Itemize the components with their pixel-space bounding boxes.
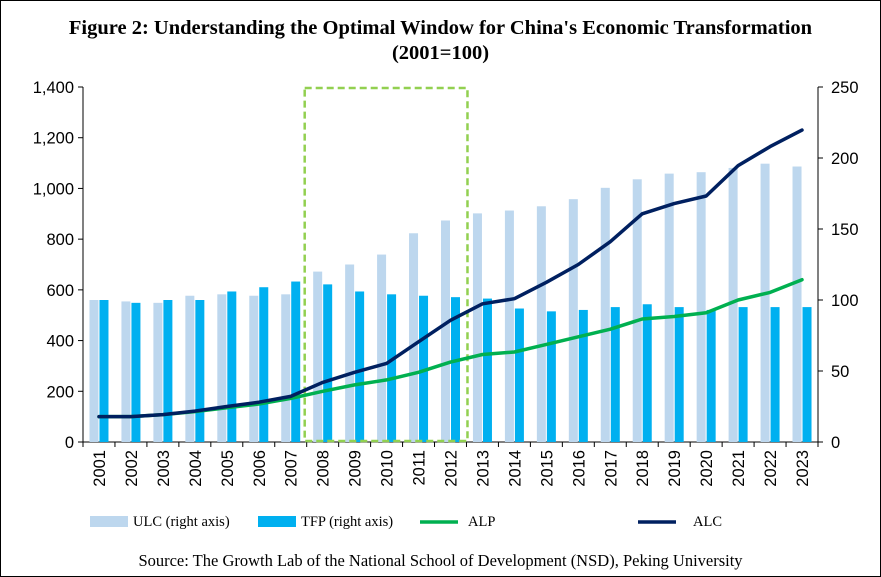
bar-tfp — [387, 294, 397, 442]
bar-ulc — [760, 163, 770, 442]
optimal-window-box — [303, 86, 469, 443]
x-tick-label: 2022 — [762, 450, 780, 487]
bar-ulc — [121, 301, 131, 442]
legend-label-alc: ALC — [693, 514, 722, 530]
chart-title: Figure 2: Understanding the Optimal Wind… — [0, 16, 881, 66]
legend-label-ulc: ULC (right axis) — [133, 514, 230, 530]
legend-swatch-tfp — [258, 516, 296, 527]
left-tick-label: 600 — [46, 282, 74, 300]
bar-ulc — [409, 233, 419, 442]
right-tick-label: 100 — [831, 292, 859, 310]
bar-tfp — [802, 307, 812, 442]
x-tick-label: 2002 — [123, 450, 141, 487]
bar-ulc — [536, 206, 546, 442]
right-tick-label: 50 — [831, 363, 849, 381]
bar-tfp — [259, 287, 269, 442]
x-tick-label: 2009 — [347, 450, 365, 487]
bar-tfp — [546, 311, 556, 442]
bar-tfp — [642, 304, 652, 442]
bar-tfp — [227, 291, 237, 442]
x-tick-label: 2001 — [91, 450, 109, 487]
x-tick-label: 2007 — [283, 450, 301, 487]
bar-ulc — [345, 264, 355, 442]
title-line-2: (2001=100) — [391, 42, 490, 64]
x-tick-label: 2004 — [187, 450, 205, 487]
bar-tfp — [291, 281, 301, 442]
bar-tfp — [738, 307, 748, 442]
left-tick-label: 0 — [65, 434, 74, 452]
bar-ulc — [377, 254, 387, 442]
left-tick-label: 1,400 — [33, 79, 74, 97]
bar-ulc — [792, 166, 802, 442]
line-alc — [97, 128, 804, 419]
x-tick-label: 2018 — [634, 450, 652, 487]
bar-ulc — [217, 294, 227, 442]
title-line-1: Figure 2: Understanding the Optimal Wind… — [68, 17, 813, 39]
x-tick-label: 2014 — [506, 450, 524, 487]
x-tick-label: 2011 — [411, 450, 429, 485]
x-tick-label: 2020 — [698, 450, 716, 487]
bar-ulc — [313, 271, 323, 442]
line-alp — [97, 277, 804, 419]
bar-ulc — [472, 213, 482, 442]
bar-tfp — [610, 307, 620, 442]
bar-tfp — [131, 302, 141, 442]
bar-tfp — [770, 307, 780, 442]
bar-tfp — [578, 309, 588, 442]
x-tick-label: 2008 — [315, 450, 333, 487]
source-note: Source: The Growth Lab of the National S… — [138, 551, 743, 570]
right-tick-label: 150 — [831, 221, 859, 239]
bar-ulc — [568, 199, 578, 442]
bar-ulc — [696, 172, 706, 442]
x-tick-label: 2012 — [443, 450, 461, 487]
bar-ulc — [185, 295, 195, 442]
bar-ulc — [441, 220, 450, 442]
bar-ulc — [728, 167, 738, 442]
bar-ulc — [153, 302, 163, 442]
legend-label-tfp: TFP (right axis) — [301, 514, 393, 530]
bar-ulc — [249, 295, 259, 442]
bar-tfp — [163, 300, 173, 442]
bar-tfp — [706, 309, 716, 442]
legend-swatch-ulc — [90, 516, 128, 527]
x-tick-label: 2005 — [219, 450, 237, 487]
x-tick-label: 2013 — [474, 450, 492, 487]
bar-ulc — [600, 187, 610, 442]
x-tick-label: 2010 — [379, 450, 397, 487]
bar-ulc — [89, 300, 99, 442]
x-tick-label: 2016 — [570, 450, 588, 487]
x-tick-label: 2021 — [730, 450, 748, 487]
left-tick-label: 800 — [46, 231, 74, 249]
bar-tfp — [514, 308, 524, 442]
left-tick-label: 1,000 — [33, 180, 74, 198]
right-tick-label: 250 — [831, 79, 859, 97]
bar-tfp — [482, 298, 492, 442]
bar-tfp — [195, 300, 205, 442]
legend-label-alp: ALP — [468, 514, 495, 530]
x-tick-label: 2019 — [666, 450, 684, 487]
left-tick-label: 200 — [46, 383, 74, 401]
bar-ulc — [664, 173, 674, 442]
bar-tfp — [323, 284, 333, 442]
bar-ulc — [504, 210, 514, 442]
x-tick-label: 2015 — [538, 450, 556, 487]
x-tick-label: 2003 — [155, 450, 173, 487]
bar-tfp — [674, 307, 684, 442]
bar-tfp — [99, 300, 109, 442]
x-tick-label: 2017 — [602, 450, 620, 487]
right-tick-label: 200 — [831, 150, 859, 168]
bar-ulc — [632, 179, 642, 443]
x-tick-label: 2006 — [251, 450, 269, 487]
right-tick-label: 0 — [831, 434, 840, 452]
bar-tfp — [355, 291, 365, 442]
bar-tfp — [451, 297, 460, 442]
bar-ulc — [281, 294, 291, 442]
x-tick-label: 2023 — [794, 450, 812, 487]
left-tick-label: 1,200 — [33, 130, 74, 148]
left-tick-label: 400 — [46, 333, 74, 351]
